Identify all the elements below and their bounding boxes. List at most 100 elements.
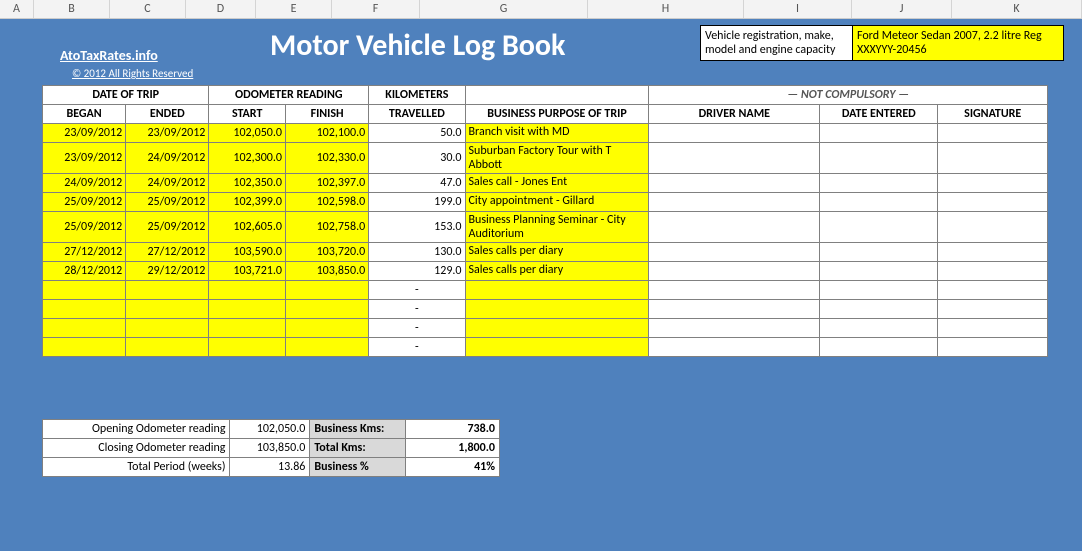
cell-driver[interactable]: [649, 174, 820, 193]
cell-purpose[interactable]: Suburban Factory Tour with T Abbott: [465, 143, 649, 174]
cell-ended[interactable]: 25/09/2012: [126, 212, 209, 243]
cell-date-entered[interactable]: [820, 319, 938, 338]
cell-signature[interactable]: [938, 338, 1048, 357]
table-row[interactable]: 25/09/201225/09/2012102,605.0102,758.015…: [43, 212, 1048, 243]
cell-ended[interactable]: 23/09/2012: [126, 124, 209, 143]
cell-ended[interactable]: [126, 319, 209, 338]
table-row-empty[interactable]: -: [43, 300, 1048, 319]
cell-began[interactable]: 27/12/2012: [43, 243, 126, 262]
cell-began[interactable]: [43, 300, 126, 319]
cell-driver[interactable]: [649, 262, 820, 281]
cell-purpose[interactable]: [465, 300, 649, 319]
col-header-j[interactable]: J: [852, 0, 952, 18]
cell-date-entered[interactable]: [820, 143, 938, 174]
cell-began[interactable]: 23/09/2012: [43, 124, 126, 143]
col-header-h[interactable]: H: [588, 0, 744, 18]
cell-finish[interactable]: 102,758.0: [286, 212, 369, 243]
cell-driver[interactable]: [649, 338, 820, 357]
col-header-b[interactable]: B: [34, 0, 110, 18]
log-table[interactable]: DATE OF TRIP ODOMETER READING KILOMETERS…: [42, 85, 1048, 357]
cell-finish[interactable]: 103,720.0: [286, 243, 369, 262]
col-header-d[interactable]: D: [186, 0, 256, 18]
cell-driver[interactable]: [649, 193, 820, 212]
cell-driver[interactable]: [649, 300, 820, 319]
cell-purpose[interactable]: Sales calls per diary: [465, 262, 649, 281]
col-header-e[interactable]: E: [256, 0, 332, 18]
cell-began[interactable]: 25/09/2012: [43, 212, 126, 243]
table-row[interactable]: 28/12/201229/12/2012103,721.0103,850.012…: [43, 262, 1048, 281]
close-odo-val[interactable]: 103,850.0: [230, 439, 310, 458]
cell-began[interactable]: 24/09/2012: [43, 174, 126, 193]
cell-finish[interactable]: 102,100.0: [286, 124, 369, 143]
cell-start[interactable]: [209, 338, 286, 357]
cell-date-entered[interactable]: [820, 174, 938, 193]
cell-date-entered[interactable]: [820, 243, 938, 262]
col-header-i[interactable]: I: [744, 0, 852, 18]
cell-date-entered[interactable]: [820, 262, 938, 281]
cell-driver[interactable]: [649, 319, 820, 338]
cell-finish[interactable]: 102,330.0: [286, 143, 369, 174]
cell-signature[interactable]: [938, 193, 1048, 212]
open-odo-val[interactable]: 102,050.0: [230, 420, 310, 439]
cell-ended[interactable]: [126, 300, 209, 319]
cell-purpose[interactable]: Sales call - Jones Ent: [465, 174, 649, 193]
cell-signature[interactable]: [938, 281, 1048, 300]
cell-finish[interactable]: [286, 338, 369, 357]
cell-finish[interactable]: [286, 300, 369, 319]
cell-date-entered[interactable]: [820, 281, 938, 300]
cell-driver[interactable]: [649, 281, 820, 300]
cell-date-entered[interactable]: [820, 338, 938, 357]
cell-purpose[interactable]: Business Planning Seminar - City Auditor…: [465, 212, 649, 243]
cell-signature[interactable]: [938, 262, 1048, 281]
site-link[interactable]: AtoTaxRates.info: [60, 47, 158, 64]
cell-began[interactable]: [43, 319, 126, 338]
cell-signature[interactable]: [938, 319, 1048, 338]
cell-ended[interactable]: 24/09/2012: [126, 174, 209, 193]
cell-start[interactable]: 102,050.0: [209, 124, 286, 143]
table-row[interactable]: 27/12/201227/12/2012103,590.0103,720.013…: [43, 243, 1048, 262]
cell-signature[interactable]: [938, 243, 1048, 262]
table-row[interactable]: 24/09/201224/09/2012102,350.0102,397.047…: [43, 174, 1048, 193]
cell-ended[interactable]: [126, 338, 209, 357]
cell-driver[interactable]: [649, 212, 820, 243]
cell-began[interactable]: 28/12/2012: [43, 262, 126, 281]
cell-ended[interactable]: 24/09/2012: [126, 143, 209, 174]
cell-start[interactable]: 103,721.0: [209, 262, 286, 281]
summary-table[interactable]: Opening Odometer reading 102,050.0 Busin…: [42, 419, 500, 477]
table-row[interactable]: 23/09/201224/09/2012102,300.0102,330.030…: [43, 143, 1048, 174]
cell-purpose[interactable]: City appointment - Gillard: [465, 193, 649, 212]
cell-purpose[interactable]: Branch visit with MD: [465, 124, 649, 143]
cell-start[interactable]: 102,350.0: [209, 174, 286, 193]
cell-start[interactable]: 102,300.0: [209, 143, 286, 174]
cell-signature[interactable]: [938, 174, 1048, 193]
cell-signature[interactable]: [938, 300, 1048, 319]
cell-began[interactable]: [43, 281, 126, 300]
cell-date-entered[interactable]: [820, 124, 938, 143]
cell-start[interactable]: [209, 319, 286, 338]
cell-finish[interactable]: [286, 281, 369, 300]
cell-finish[interactable]: [286, 319, 369, 338]
cell-purpose[interactable]: [465, 319, 649, 338]
col-header-a[interactable]: A: [0, 0, 34, 18]
table-row[interactable]: 25/09/201225/09/2012102,399.0102,598.019…: [43, 193, 1048, 212]
vehicle-value[interactable]: Ford Meteor Sedan 2007, 2.2 litre Reg XX…: [853, 26, 1063, 60]
cell-finish[interactable]: 103,850.0: [286, 262, 369, 281]
cell-signature[interactable]: [938, 124, 1048, 143]
cell-start[interactable]: 102,605.0: [209, 212, 286, 243]
cell-start[interactable]: [209, 300, 286, 319]
table-row-empty[interactable]: -: [43, 281, 1048, 300]
cell-date-entered[interactable]: [820, 300, 938, 319]
cell-start[interactable]: 103,590.0: [209, 243, 286, 262]
col-header-g[interactable]: G: [420, 0, 588, 18]
cell-date-entered[interactable]: [820, 212, 938, 243]
cell-began[interactable]: 25/09/2012: [43, 193, 126, 212]
cell-purpose[interactable]: [465, 281, 649, 300]
cell-ended[interactable]: [126, 281, 209, 300]
cell-began[interactable]: [43, 338, 126, 357]
cell-finish[interactable]: 102,397.0: [286, 174, 369, 193]
cell-ended[interactable]: 25/09/2012: [126, 193, 209, 212]
cell-signature[interactable]: [938, 212, 1048, 243]
cell-purpose[interactable]: [465, 338, 649, 357]
col-header-c[interactable]: C: [110, 0, 186, 18]
cell-date-entered[interactable]: [820, 193, 938, 212]
